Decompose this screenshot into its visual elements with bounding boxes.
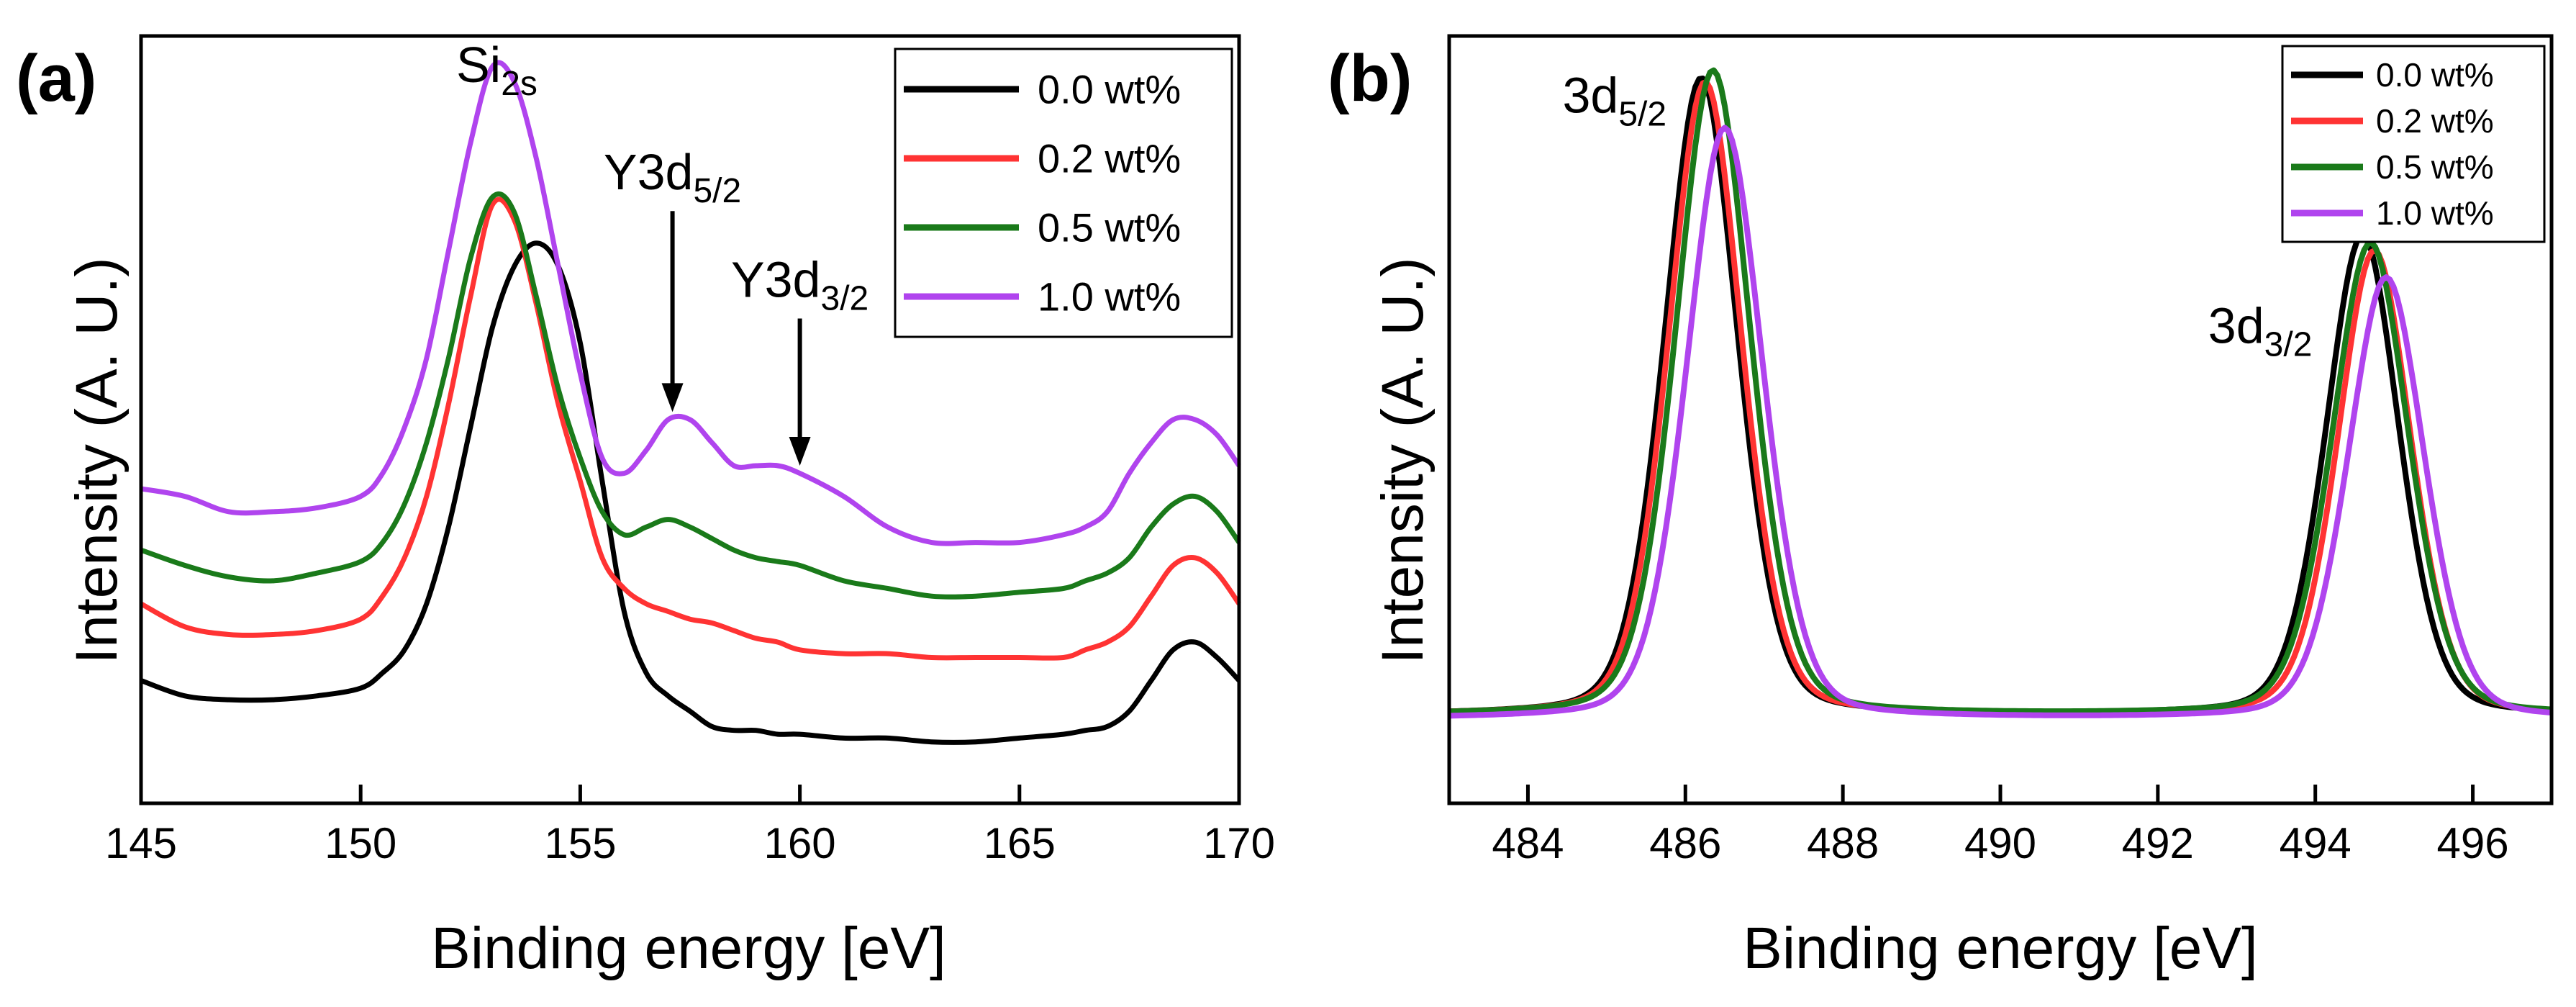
x-tick-label: 145 [105, 819, 177, 867]
panel-b-tick-layer: 484 486 488 490 492 494 496 [1492, 785, 2509, 867]
peak-annotation-subscript: 5/2 [693, 172, 741, 210]
panel-a: (a) Intensity (A. U.) Binding energy [eV… [16, 34, 1275, 981]
x-tick-label: 492 [2122, 819, 2194, 867]
legend-label: 0.0 wt% [1038, 67, 1181, 112]
peak-annotation-main: Y3d [604, 144, 694, 200]
peak-annotation-main: 3d [2208, 297, 2264, 353]
peak-annotation-subscript: 3/2 [821, 279, 869, 317]
legend-label: 1.0 wt% [1038, 274, 1181, 320]
panel-a-y-axis-title: Intensity (A. U.) [64, 257, 130, 664]
peak-annotation: 3d5/2 [1562, 68, 1666, 134]
annotation-arrow-head [789, 436, 811, 466]
x-tick-label: 490 [1964, 819, 2036, 867]
panel-a-x-axis-title: Binding energy [eV] [431, 916, 946, 981]
legend-label: 1.0 wt% [2376, 194, 2494, 232]
peak-annotation-subscript: 2s [501, 65, 538, 103]
peak-annotation-subscript: 5/2 [1618, 96, 1666, 134]
peak-annotation: Y3d5/2 [604, 144, 741, 210]
x-tick-label: 484 [1492, 819, 1564, 867]
panel-b: (b) Intensity (A. U.) Binding energy [eV… [1328, 34, 2554, 981]
series-line [140, 191, 1241, 600]
panel-a-legend: 0.0 wt% 0.2 wt% 0.5 wt% 1.0 wt% [894, 48, 1233, 338]
panel-a-tick-layer: 145 150 155 160 165 170 [105, 785, 1275, 867]
panel-b-legend: 0.0 wt% 0.2 wt% 0.5 wt% 1.0 wt% [2281, 45, 2546, 243]
panel-a-label: (a) [16, 42, 96, 115]
series-line [140, 197, 1241, 661]
panel-a-series-layer [140, 60, 1241, 745]
x-tick-label: 170 [1203, 819, 1275, 867]
legend-label: 0.5 wt% [1038, 205, 1181, 250]
legend-label: 0.5 wt% [2376, 148, 2494, 186]
x-tick-label: 165 [984, 819, 1056, 867]
peak-annotation-main: 3d [1562, 68, 1618, 124]
peak-annotation-subscript: 3/2 [2264, 325, 2313, 363]
legend-label: 0.2 wt% [1038, 136, 1181, 181]
panel-b-x-axis-title: Binding energy [eV] [1743, 916, 2258, 981]
legend-box [2281, 45, 2546, 243]
series-line [140, 240, 1241, 745]
x-tick-label: 496 [2437, 819, 2509, 867]
x-tick-label: 494 [2280, 819, 2351, 867]
x-tick-label: 486 [1649, 819, 1721, 867]
peak-annotation: 3d3/2 [2208, 297, 2313, 363]
panel-b-label: (b) [1328, 42, 1412, 115]
x-tick-label: 155 [544, 819, 616, 867]
annotation-arrow-head [661, 383, 684, 412]
legend-label: 0.0 wt% [2376, 56, 2494, 94]
x-tick-label: 160 [764, 819, 836, 867]
peak-annotation-main: Si [456, 37, 501, 93]
panel-b-plot-frame [1447, 34, 2554, 805]
legend-box [894, 48, 1233, 338]
panel-a-plot-frame [139, 34, 1241, 805]
peak-annotation-main: Y3d [731, 251, 821, 307]
x-tick-label: 150 [325, 819, 396, 867]
peak-annotation: Si2s [456, 37, 538, 103]
legend-label: 0.2 wt% [2376, 102, 2494, 140]
series-line [140, 60, 1241, 546]
series-line [1448, 125, 2552, 719]
x-tick-label: 488 [1807, 819, 1879, 867]
peak-annotation: Y3d3/2 [731, 251, 869, 317]
series-line [1448, 67, 2552, 715]
panel-b-y-axis-title: Intensity (A. U.) [1370, 257, 1436, 664]
